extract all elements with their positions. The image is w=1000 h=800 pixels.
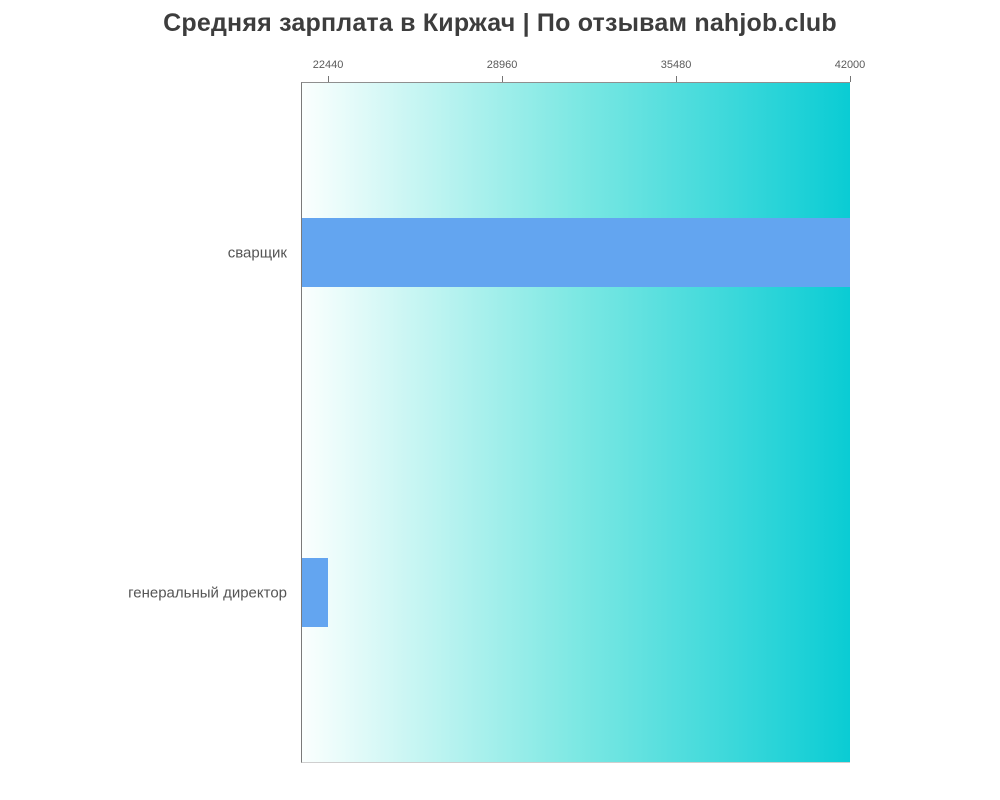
chart-title: Средняя зарплата в Киржач | По отзывам n… [163,9,837,37]
x-tick-mark [327,76,329,82]
x-tick-mark [501,76,503,82]
x-tick-mark [675,76,677,82]
x-tick-label: 28960 [486,59,518,71]
plot-area [301,82,850,763]
x-tick-label: 22440 [312,59,344,71]
x-tick-label: 35480 [660,59,692,71]
category-label: сварщик [227,244,287,261]
bar-2 [302,558,329,627]
x-tick-mark [849,76,851,82]
category-label: генеральный директор [128,584,287,601]
bar-1 [302,218,850,287]
x-tick-label: 42000 [834,59,866,71]
